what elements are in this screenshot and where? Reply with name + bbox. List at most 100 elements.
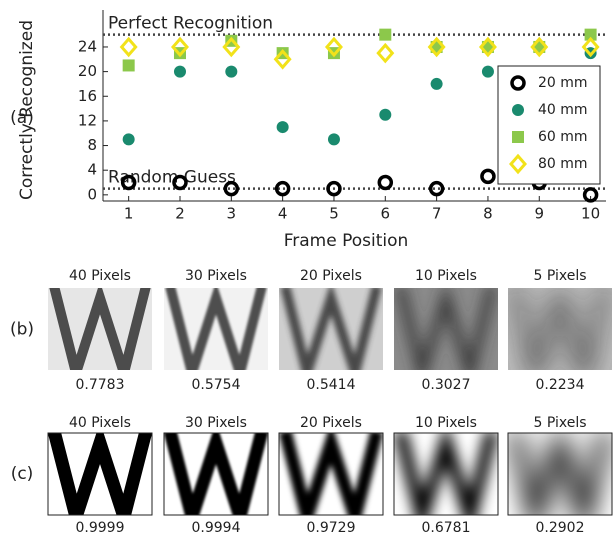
x-tick-label: 7 <box>432 205 442 223</box>
legend-marker <box>509 153 527 175</box>
point <box>584 28 597 41</box>
image-frame <box>393 432 499 516</box>
image-score: 0.3027 <box>422 377 471 393</box>
point <box>480 168 496 185</box>
legend-label: 40 mm <box>538 102 588 118</box>
image <box>508 288 612 370</box>
image-score: 0.9994 <box>192 520 241 536</box>
image <box>164 288 268 370</box>
letter-w <box>48 433 152 515</box>
image-title: 40 Pixels <box>69 268 131 284</box>
point <box>377 174 394 191</box>
point <box>225 65 238 78</box>
image <box>164 433 268 515</box>
point <box>430 77 443 90</box>
panel-label: (c) <box>11 464 34 484</box>
x-tick-label: 1 <box>124 205 134 223</box>
panel-label: (a) <box>10 108 34 128</box>
point <box>327 133 340 146</box>
x-tick-label: 2 <box>175 205 185 223</box>
letter-w <box>509 288 611 370</box>
x-tick-label: 5 <box>329 205 339 223</box>
image-title: 5 Pixels <box>533 415 586 431</box>
point <box>427 36 446 58</box>
point <box>122 59 135 72</box>
y-tick-label: 4 <box>87 161 97 179</box>
point <box>428 180 445 197</box>
point <box>478 36 497 58</box>
point <box>324 36 343 58</box>
legend-box <box>497 65 601 185</box>
letter-w <box>280 288 382 370</box>
point <box>326 180 342 197</box>
x-tick-label: 8 <box>483 205 493 223</box>
x-tick-label: 9 <box>535 205 545 223</box>
legend: 20 mm 40 mm 60 mm 80 mm <box>497 65 601 185</box>
y-axis-title: Correctly Recognized <box>17 20 37 200</box>
image-score: 0.2234 <box>536 377 585 393</box>
image-title: 40 Pixels <box>69 415 131 431</box>
point <box>222 36 241 58</box>
image-frame <box>163 432 269 516</box>
image-title: 20 Pixels <box>300 268 362 284</box>
y-tick-label: 20 <box>78 62 97 80</box>
legend-marker <box>512 104 524 116</box>
legend-label: 60 mm <box>538 129 588 145</box>
image-frame <box>47 432 153 516</box>
legend-label: 20 mm <box>538 75 588 91</box>
letter-w <box>165 288 267 370</box>
point <box>170 36 189 58</box>
image <box>279 288 383 370</box>
point <box>481 65 494 78</box>
image-score: 0.2902 <box>536 520 585 536</box>
letter-w <box>279 433 383 515</box>
image-title: 30 Pixels <box>185 268 247 284</box>
legend-marker <box>512 131 524 143</box>
image-frame <box>278 432 384 516</box>
point <box>273 49 292 70</box>
image <box>394 433 498 515</box>
point <box>379 108 392 121</box>
image <box>48 288 152 370</box>
image-score: 0.7783 <box>76 377 125 393</box>
x-axis-title: Frame Position <box>284 231 409 251</box>
image-score: 0.6781 <box>422 520 471 536</box>
image-panels: (b) 40 Pixels 0.7783 30 Pixels 0.5754 20 Pixe… <box>10 268 613 536</box>
y-tick-label: 8 <box>87 136 97 154</box>
image <box>508 433 612 515</box>
x-tick-label: 6 <box>381 205 391 223</box>
legend-marker <box>510 75 526 91</box>
letter-w <box>49 288 151 370</box>
point <box>376 42 395 64</box>
y-tick-label: 16 <box>78 87 97 105</box>
image <box>48 433 152 515</box>
panel-label: (b) <box>10 320 34 340</box>
point <box>173 65 186 78</box>
letter-w <box>508 433 612 515</box>
point <box>119 36 138 58</box>
y-tick-label: 12 <box>78 111 97 129</box>
legend-label: 80 mm <box>538 156 588 172</box>
image-score: 0.5754 <box>192 377 241 393</box>
image <box>394 288 498 370</box>
x-tick-label: 10 <box>581 205 600 223</box>
x-tick-label: 4 <box>278 205 288 223</box>
point <box>530 36 549 58</box>
x-tick-label: 3 <box>227 205 237 223</box>
reference-label: Perfect Recognition <box>108 14 273 34</box>
image-title: 10 Pixels <box>415 268 477 284</box>
image-title: 20 Pixels <box>300 415 362 431</box>
image-title: 5 Pixels <box>533 268 586 284</box>
reference-label: Random Guess <box>108 168 236 188</box>
letter-w <box>164 433 268 515</box>
letter-w <box>394 433 498 515</box>
point <box>172 174 188 191</box>
point <box>120 174 137 191</box>
point <box>223 180 240 197</box>
y-tick-label: 24 <box>78 37 97 55</box>
image-score: 0.9729 <box>307 520 356 536</box>
image-score: 0.5414 <box>307 377 356 393</box>
